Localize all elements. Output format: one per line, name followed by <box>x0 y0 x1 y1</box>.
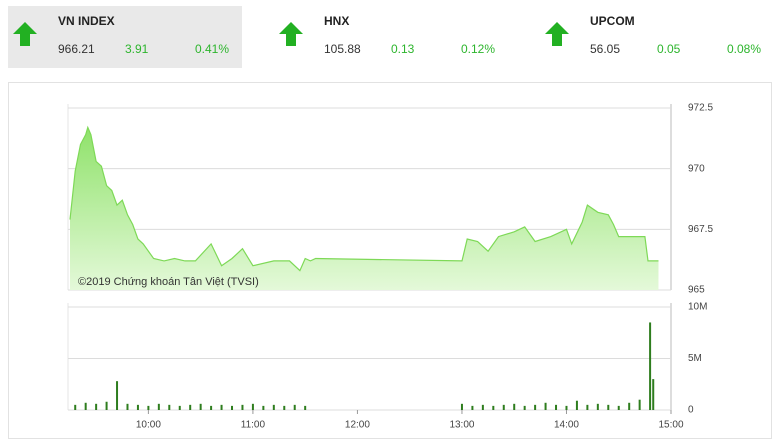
volume-bar <box>607 404 610 410</box>
volume-bar <box>272 404 275 410</box>
index-value: 105.88 <box>324 42 361 56</box>
index-percent: 0.41% <box>195 42 229 56</box>
active-tab <box>8 6 242 68</box>
index-header: VN INDEX 966.21 3.91 0.41% HNX 105.88 0.13 0.12… <box>13 14 761 56</box>
price-area <box>70 127 659 291</box>
volume-bar <box>575 400 578 410</box>
volume-bar <box>565 405 568 410</box>
volume-bar <box>523 405 526 410</box>
x-tick-label: 10:00 <box>136 420 161 431</box>
volume-bar <box>534 404 537 410</box>
volume-bar <box>502 404 505 410</box>
volume-bar <box>481 404 484 410</box>
index-percent: 0.08% <box>727 42 761 56</box>
volume-bar <box>471 405 474 410</box>
volume-bar <box>126 403 129 410</box>
x-tick-label: 15:00 <box>658 420 683 431</box>
volume-bar <box>586 404 589 410</box>
index-change: 0.05 <box>657 42 681 56</box>
volume-bar <box>157 403 160 410</box>
price-line <box>69 125 659 272</box>
volume-bar <box>220 404 223 410</box>
volume-bar <box>293 404 296 410</box>
y-tick-label: 0 <box>688 405 694 416</box>
up-arrow <box>13 22 37 46</box>
index-value: 56.05 <box>590 42 620 56</box>
volume-bar <box>136 404 139 410</box>
volume-bar <box>210 405 213 410</box>
volume-bar <box>638 399 641 410</box>
index-name: VN INDEX <box>58 14 115 28</box>
volume-bar <box>628 402 631 410</box>
volume-bar <box>262 405 265 410</box>
up-arrow <box>545 22 569 46</box>
volume-bar <box>241 404 244 410</box>
volume-bar <box>596 403 599 410</box>
x-tick-label: 11:00 <box>241 420 266 431</box>
index-name: UPCOM <box>590 14 635 28</box>
volume-bar <box>617 405 620 410</box>
volume-bar <box>251 403 254 410</box>
volume-bar <box>95 403 98 410</box>
volume-bar <box>105 401 108 410</box>
index-change: 3.91 <box>125 42 149 56</box>
index-value: 966.21 <box>58 42 95 56</box>
y-tick-label: 5M <box>688 353 702 364</box>
index-name: HNX <box>324 14 349 28</box>
x-tick-label: 12:00 <box>345 420 370 431</box>
volume-bar <box>649 322 652 410</box>
y-tick-label: 10M <box>688 302 707 313</box>
y-tick-label: 970 <box>688 163 705 174</box>
volume-bar <box>168 404 171 410</box>
y-tick-label: 965 <box>688 285 705 296</box>
y-tick-label: 972.5 <box>688 103 713 114</box>
volume-bar <box>199 403 202 410</box>
index-percent: 0.12% <box>461 42 495 56</box>
volume-bar <box>544 402 547 410</box>
volume-bar <box>492 405 495 410</box>
watermark: ©2019 Chứng khoán Tân Việt (TVSI) <box>78 276 259 288</box>
volume-bar <box>283 405 286 410</box>
volume-bar <box>513 403 516 410</box>
volume-bar <box>555 404 558 410</box>
volume-bar <box>189 404 192 410</box>
volume-bar <box>84 402 87 410</box>
volume-bar <box>231 405 234 410</box>
x-tick-label: 13:00 <box>449 420 474 431</box>
volume-bar <box>460 403 463 410</box>
volume-bar <box>116 381 119 410</box>
x-tick-label: 14:00 <box>554 420 579 431</box>
index-change: 0.13 <box>391 42 415 56</box>
volume-bar <box>74 404 77 410</box>
volume-bar <box>178 405 181 410</box>
y-tick-label: 967.5 <box>688 224 713 235</box>
volume-bar <box>652 379 655 410</box>
volume-bar <box>147 405 150 410</box>
up-arrow <box>279 22 303 46</box>
volume-bar <box>304 405 307 410</box>
